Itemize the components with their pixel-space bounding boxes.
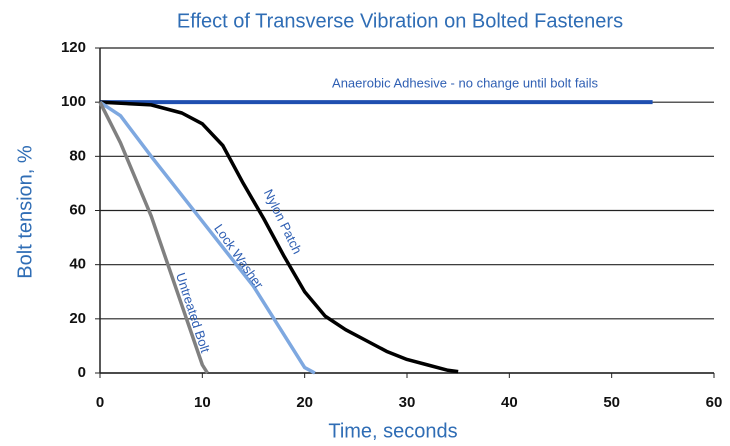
series-line <box>98 101 209 374</box>
y-tick-label: 100 <box>61 93 86 110</box>
series-line <box>99 100 316 375</box>
x-tick-label: 10 <box>194 394 211 411</box>
series-label: Lock Washer <box>211 221 267 292</box>
x-axis-label: Time, seconds <box>328 420 457 442</box>
y-tick-label: 60 <box>69 201 86 218</box>
x-tick-label: 40 <box>501 394 518 411</box>
series-line <box>99 100 459 374</box>
x-tick-label: 20 <box>296 394 313 411</box>
x-tick-label: 50 <box>603 394 620 411</box>
chart-title: Effect of Transverse Vibration on Bolted… <box>177 10 623 32</box>
x-tick-label: 30 <box>399 394 416 411</box>
series-label: Anaerobic Adhesive - no change until bol… <box>332 75 598 90</box>
x-tick-label: 0 <box>96 394 104 411</box>
x-tick-label: 60 <box>706 394 723 411</box>
series-label: Nylon Patch <box>261 187 305 257</box>
y-tick-label: 40 <box>69 256 86 273</box>
y-axis-label: Bolt tension, % <box>14 145 36 279</box>
y-tick-label: 80 <box>69 147 86 164</box>
y-tick-label: 20 <box>69 310 86 327</box>
y-tick-label: 120 <box>61 39 86 56</box>
y-tick-label: 0 <box>78 364 86 381</box>
